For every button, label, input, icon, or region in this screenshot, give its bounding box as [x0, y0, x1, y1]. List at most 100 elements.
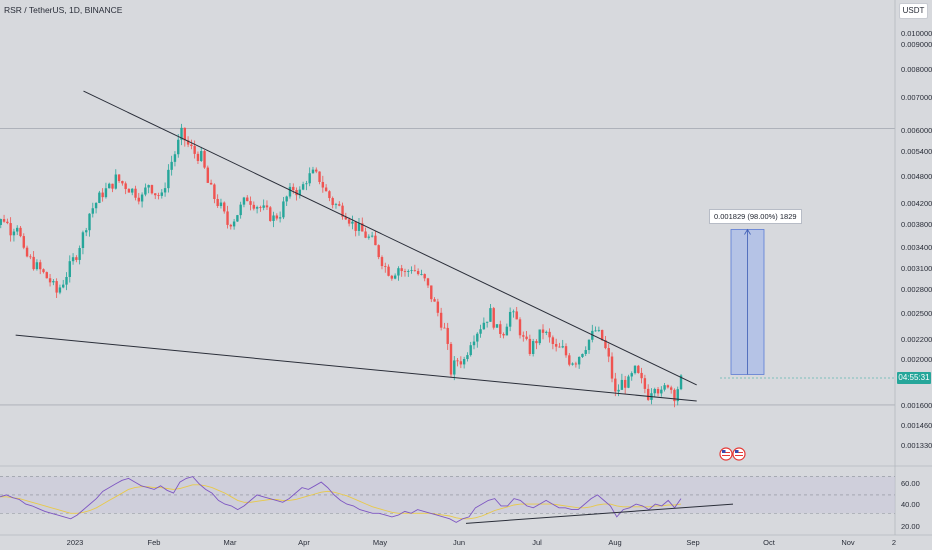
candle-body [384, 266, 387, 267]
candle-body [75, 257, 78, 260]
us-flag-icon [719, 447, 733, 461]
candle-body [640, 372, 643, 379]
rsi-axis-tick-label: 40.00 [901, 500, 920, 509]
candle-body [505, 326, 509, 336]
candle-body [476, 333, 479, 342]
time-axis-label: Jul [532, 538, 542, 547]
candle-body [68, 261, 71, 277]
candle-body [577, 356, 581, 365]
candle-body [140, 194, 144, 202]
candle-body [377, 245, 380, 258]
candle-body [39, 262, 42, 270]
candle-body [361, 223, 364, 232]
candle-body [157, 195, 160, 197]
candle-body [305, 183, 308, 185]
candle-body [489, 308, 492, 322]
candle-body [347, 219, 351, 224]
candle-body [209, 182, 213, 185]
candle-body [278, 217, 282, 219]
candle-body [617, 389, 620, 392]
candle-body [469, 345, 472, 356]
candle-body [551, 337, 555, 345]
candle-body [213, 184, 216, 199]
price-axis-tick-label: 0.004800 [901, 172, 932, 181]
time-axis-label: Feb [148, 538, 161, 547]
symbol-title: RSR / TetherUS, 1D, BINANCE [4, 5, 123, 15]
candle-body [420, 274, 423, 275]
candle-body [101, 192, 104, 198]
candle-body [341, 205, 344, 217]
price-axis-tick-label: 0.006000 [901, 126, 932, 135]
candle-body [453, 360, 456, 375]
candle-body [656, 388, 660, 394]
candle-body [676, 389, 679, 402]
candle-body [98, 192, 101, 203]
candle-body [479, 329, 482, 334]
candle-body [91, 208, 94, 214]
candle-body [52, 281, 55, 283]
candle-body [574, 363, 578, 365]
price-axis-tick-label: 0.002500 [901, 309, 932, 318]
candle-body [558, 346, 561, 348]
candle-body [239, 204, 242, 216]
candle-body [499, 324, 502, 334]
candle-body [232, 221, 236, 227]
current-price-countdown: 04:55:31 [897, 372, 931, 384]
candle-body [666, 385, 670, 388]
candle-body [508, 311, 512, 327]
candle-body [223, 202, 226, 212]
candle-body [600, 329, 604, 341]
candle-body [449, 343, 453, 375]
candle-body [62, 284, 65, 288]
candles-group [0, 123, 683, 408]
candle-body [331, 198, 334, 206]
candle-body [160, 192, 164, 196]
time-axis-label: Jun [453, 538, 465, 547]
candle-body [485, 321, 489, 323]
candle-body [581, 353, 584, 357]
candle-body [535, 341, 538, 344]
candle-body [538, 329, 541, 344]
candle-body [623, 379, 627, 388]
candle-body [121, 181, 124, 184]
time-axis-label: Apr [298, 538, 310, 547]
candle-body [108, 183, 111, 189]
candle-body [673, 389, 676, 402]
candle-body [436, 301, 440, 313]
time-axis-label: May [373, 538, 387, 547]
candle-body [249, 201, 252, 205]
candle-body [403, 271, 407, 272]
candle-body [620, 379, 624, 390]
candle-body [216, 198, 219, 207]
candle-body [492, 308, 495, 328]
candle-body [301, 184, 305, 190]
event-flags-icon[interactable] [719, 447, 749, 461]
price-axis-tick-label: 0.001460 [901, 421, 932, 430]
candle-body [104, 188, 108, 198]
price-axis-tick-label: 0.003800 [901, 220, 932, 229]
us-flag-icon-2 [732, 447, 746, 461]
candle-body [226, 211, 229, 225]
candle-body [679, 375, 683, 390]
candle-body [206, 167, 210, 183]
upper-trendline [83, 90, 697, 386]
candle-body [528, 338, 532, 354]
currency-badge[interactable]: USDT [899, 3, 928, 19]
candle-body [423, 274, 426, 279]
measure-tool-label[interactable]: 0.001829 (98.00%) 1829 [709, 209, 802, 224]
candle-body [627, 376, 630, 388]
price-axis-tick-label: 0.010000 [901, 29, 932, 38]
price-axis-tick-label: 0.005400 [901, 147, 932, 156]
candle-body [117, 174, 121, 182]
candle-body [324, 187, 328, 192]
candle-body [587, 339, 591, 351]
candle-body [200, 151, 203, 161]
price-axis-tick-label: 0.003400 [901, 243, 932, 252]
candle-body [367, 236, 371, 238]
candle-body [186, 140, 190, 145]
candle-body [19, 227, 22, 237]
candle-body [131, 188, 134, 193]
price-axis-tick-label: 0.002800 [901, 285, 932, 294]
candle-body [354, 221, 357, 231]
